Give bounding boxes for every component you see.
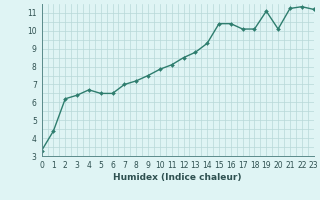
X-axis label: Humidex (Indice chaleur): Humidex (Indice chaleur) [113,173,242,182]
